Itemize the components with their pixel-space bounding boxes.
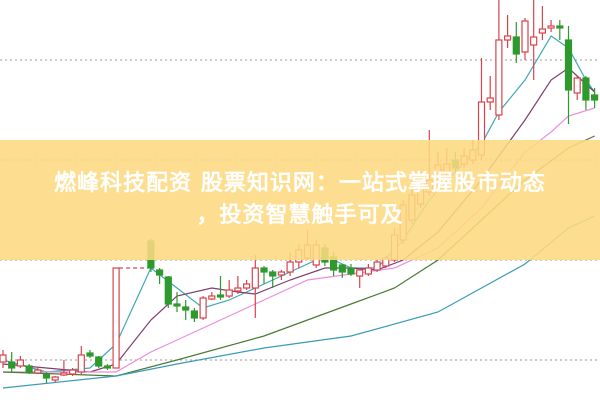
candle-up [538, 28, 547, 34]
candle-down [347, 267, 355, 275]
candle-up [16, 359, 24, 367]
candle-up [68, 369, 77, 375]
candle-up [530, 36, 538, 46]
candle-up [199, 297, 207, 319]
candle-down [173, 303, 181, 307]
candle-down [260, 267, 268, 273]
banner-title-line-1: 燃峰科技配资 股票知识网：一站式掌握股市动态 [54, 171, 546, 196]
ma10-line [2, 67, 596, 373]
candle-up [286, 261, 294, 273]
candle-down [590, 94, 599, 101]
candle-up [243, 283, 251, 289]
candle-up [51, 376, 59, 381]
candle-down [25, 365, 33, 373]
candle-up [277, 271, 285, 276]
candle-down [512, 36, 520, 55]
title-banner: 燃峰科技配资 股票知识网：一站式掌握股市动态 ，投资智慧触手可及 [0, 140, 600, 260]
candle-down [564, 39, 573, 91]
candle-up [234, 287, 242, 292]
candle-up [504, 35, 512, 41]
candle-up [486, 97, 494, 103]
candle-up [495, 39, 503, 116]
candle-up [34, 369, 42, 374]
candle-up [521, 20, 529, 53]
candle-down [182, 306, 190, 311]
candle-down [269, 271, 277, 277]
candle-up [373, 261, 381, 271]
candle-up [112, 267, 120, 369]
banner-title-line-2: ，投资智慧触手可及 [196, 203, 404, 228]
candle-up [225, 289, 233, 297]
candle-down [8, 361, 16, 369]
candle-up [573, 77, 581, 94]
candle-up [208, 295, 216, 300]
candle-down [582, 77, 590, 101]
candle-down [95, 356, 103, 367]
candle-up [547, 25, 555, 29]
candle-up [364, 267, 372, 275]
candle-down [338, 264, 346, 273]
candle-down [42, 373, 51, 379]
candle-up [60, 372, 68, 376]
candle-up [77, 354, 85, 373]
candle-up [0, 354, 7, 363]
candle-down [164, 276, 172, 305]
candle-down [156, 269, 164, 276]
candle-up [251, 267, 259, 289]
candle-down [190, 310, 198, 319]
candle-up [356, 269, 364, 277]
candle-down [556, 25, 564, 29]
candle-down [216, 294, 225, 298]
candle-down [86, 352, 94, 357]
candle-down [103, 365, 112, 369]
